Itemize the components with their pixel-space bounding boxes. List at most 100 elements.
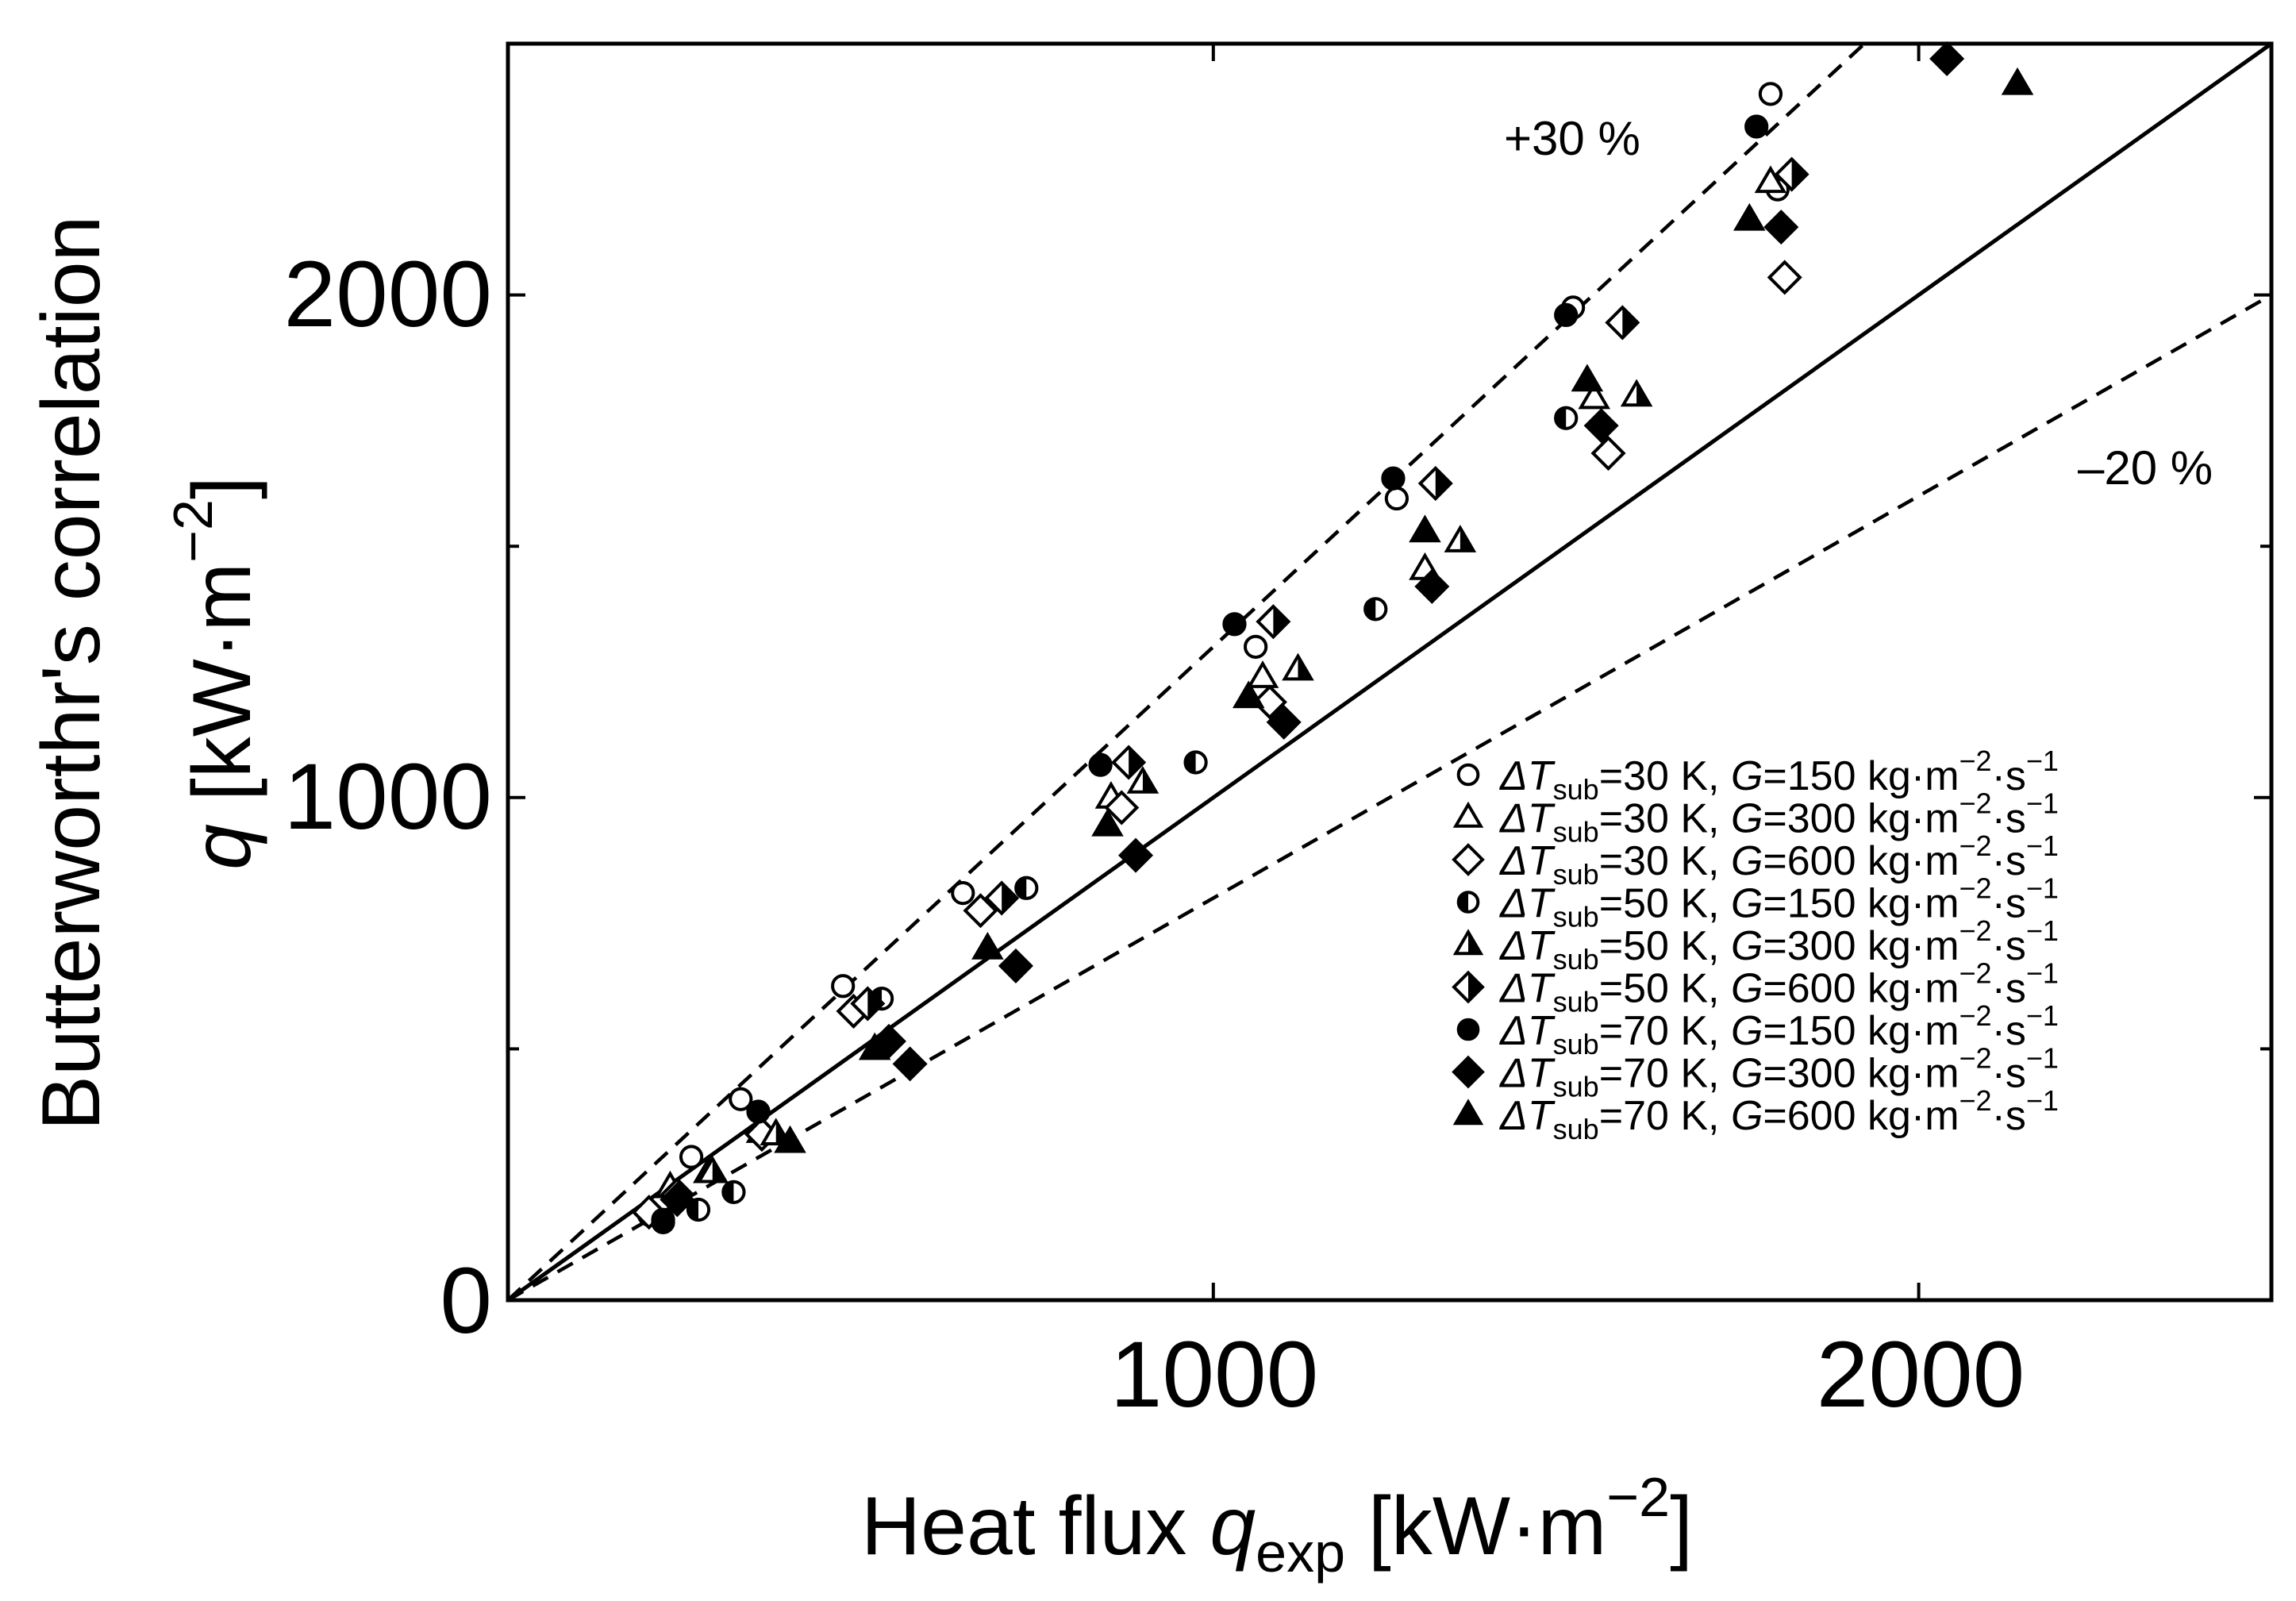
legend-marker-diamond-filled: [1452, 1055, 1485, 1089]
y-axis-label-line2: q [kW·m−2]: [162, 476, 268, 870]
data-point-dt70-g300-0: [660, 1182, 695, 1218]
data-point-dt70-g300-3: [998, 948, 1033, 983]
data-point-dt70-g600-7: [1733, 202, 1766, 231]
data-point-dt30-g150-1: [679, 1145, 704, 1169]
legend-label: ΔTsub=70 K, G=300 kg·m−2·s−1: [1498, 1042, 2059, 1103]
minus-20-percent-line: [508, 293, 2271, 1300]
legend-item-dt30-g600: ΔTsub=30 K, G=600 kg·m−2·s−1: [1452, 829, 2059, 891]
data-point-dt70-g300-1: [871, 1023, 906, 1059]
data-point-dt30-g300-7: [1754, 165, 1787, 194]
data-point-dt50-g600-3: [1111, 745, 1147, 780]
data-point-dt30-g150-8: [1758, 82, 1783, 106]
data-points: [631, 40, 2034, 1234]
data-point-dt50-g150-7: [1554, 406, 1579, 430]
legend-item-dt70-g300: ΔTsub=70 K, G=300 kg·m−2·s−1: [1452, 1042, 2059, 1103]
y-axis-label: Butterworthr's correlation q [kW·m−2]: [25, 216, 268, 1131]
data-point-dt30-g150-4: [951, 880, 975, 906]
data-point-dt50-g150-4: [1014, 876, 1039, 900]
y-tick-label-0: 0: [440, 1249, 492, 1353]
x-axis-ticks: [506, 44, 1921, 1300]
data-point-dt50-g600-4: [1256, 604, 1291, 640]
data-point-dt70-g600-0: [774, 1125, 806, 1153]
legend-marker-diamond-half: [1452, 970, 1485, 1004]
legend-marker-diamond-open: [1452, 843, 1485, 876]
legend-label: ΔTsub=30 K, G=600 kg·m−2·s−1: [1498, 829, 2059, 891]
legend-item-dt30-g150: ΔTsub=30 K, G=150 kg·m−2·s−1: [1456, 745, 2059, 806]
legend-marker-triangle-open: [1452, 801, 1484, 828]
data-point-dt30-g600-5: [1252, 684, 1287, 720]
x-axis-label: Heat flux qexp [kW·m−2]: [861, 1466, 1693, 1584]
x-tick-label-1000: 1000: [1110, 1322, 1319, 1427]
data-point-dt70-g150-6: [1744, 114, 1769, 139]
legend-label: ΔTsub=50 K, G=600 kg·m−2·s−1: [1498, 957, 2059, 1018]
data-point-dt70-g600-2: [971, 931, 1004, 960]
x-tick-label-2000: 2000: [1817, 1322, 2025, 1427]
data-point-dt50-g300-3: [1282, 652, 1314, 681]
data-point-dt30-g150-6: [1384, 486, 1410, 511]
legend-item-dt30-g300: ΔTsub=30 K, G=300 kg·m−2·s−1: [1452, 787, 2059, 849]
data-point-dt70-g150-4: [1381, 466, 1406, 491]
legend-marker-triangle-half: [1452, 929, 1484, 956]
plot-frame: [506, 41, 2274, 1303]
data-point-dt30-g150-3: [831, 974, 856, 999]
data-point-dt30-g600-3: [963, 893, 998, 929]
data-point-dt70-g300-7: [1583, 408, 1619, 444]
data-point-dt50-g600-6: [1605, 305, 1640, 341]
data-point-dt50-g300-2: [1126, 766, 1160, 794]
data-point-dt70-g300-9: [1929, 40, 1965, 77]
data-point-dt30-g150-2: [729, 1087, 753, 1111]
data-point-dt50-g150-5: [1183, 750, 1208, 775]
data-point-dt50-g150-1: [686, 1197, 711, 1222]
legend-item-dt70-g600: ΔTsub=70 K, G=600 kg·m−2·s−1: [1452, 1084, 2059, 1145]
plus-30-percent-label: +30 %: [1504, 112, 1640, 165]
data-point-dt70-g300-8: [1763, 210, 1799, 245]
data-point-dt50-g600-7: [1774, 156, 1809, 192]
legend-marker-circle-filled: [1456, 1018, 1480, 1041]
data-point-dt50-g600-2: [984, 880, 1020, 916]
legend-item-dt50-g300: ΔTsub=50 K, G=300 kg·m−2·s−1: [1452, 914, 2059, 976]
legend-label: ΔTsub=70 K, G=150 kg·m−2·s−1: [1498, 999, 2059, 1060]
data-point-dt70-g600-6: [1571, 364, 1604, 392]
data-point-dt30-g300-4: [1246, 660, 1279, 688]
legend-label: ΔTsub=30 K, G=150 kg·m−2·s−1: [1498, 745, 2059, 806]
minus-20-percent-label: –20 %: [2078, 441, 2213, 495]
legend-marker-triangle-filled: [1452, 1099, 1484, 1126]
data-point-dt70-g600-4: [1232, 680, 1265, 709]
y-tick-label-1000: 1000: [283, 745, 492, 849]
data-point-dt70-g300-4: [1118, 837, 1154, 873]
data-point-dt70-g300-2: [892, 1046, 928, 1082]
data-point-dt30-g600-0: [631, 1195, 667, 1230]
data-point-dt70-g600-1: [858, 1032, 891, 1060]
data-point-dt50-g300-4: [1444, 525, 1477, 552]
data-point-dt70-g150-3: [1222, 612, 1247, 637]
legend-label: ΔTsub=50 K, G=300 kg·m−2·s−1: [1498, 914, 2059, 976]
data-point-dt70-g150-1: [746, 1099, 771, 1124]
data-point-dt50-g150-2: [721, 1180, 746, 1204]
data-point-dt50-g600-5: [1417, 466, 1453, 502]
y-axis-ticks: [508, 42, 2271, 1302]
legend-item-dt70-g150: ΔTsub=70 K, G=150 kg·m−2·s−1: [1456, 999, 2059, 1060]
legend-item-dt50-g600: ΔTsub=50 K, G=600 kg·m−2·s−1: [1452, 957, 2059, 1018]
data-point-dt70-g300-5: [1266, 704, 1302, 740]
data-point-dt70-g150-0: [651, 1210, 675, 1234]
identity-line: [508, 44, 2271, 1300]
legend-label: ΔTsub=30 K, G=300 kg·m−2·s−1: [1498, 787, 2059, 849]
data-point-dt30-g600-6: [1590, 436, 1626, 471]
y-axis-label-line1: Butterworthr's correlation: [25, 216, 117, 1131]
legend-label: ΔTsub=50 K, G=150 kg·m−2·s−1: [1498, 872, 2059, 933]
data-point-dt50-g600-1: [850, 986, 886, 1022]
legend-label: ΔTsub=70 K, G=600 kg·m−2·s−1: [1498, 1084, 2059, 1145]
legend-marker-circle-open: [1456, 763, 1480, 787]
legend-marker-circle-half: [1456, 891, 1480, 914]
data-point-dt30-g600-4: [1104, 790, 1140, 826]
data-point-dt70-g600-5: [1409, 514, 1441, 543]
data-point-dt30-g150-5: [1244, 634, 1268, 659]
data-point-dt70-g600-8: [2001, 67, 2034, 95]
data-point-dt50-g300-5: [1620, 379, 1653, 407]
data-point-dt30-g300-6: [1578, 381, 1611, 410]
data-point-dt30-g600-7: [1767, 260, 1802, 295]
data-point-dt50-g150-6: [1363, 597, 1388, 622]
legend-item-dt50-g150: ΔTsub=50 K, G=150 kg·m−2·s−1: [1456, 872, 2059, 933]
